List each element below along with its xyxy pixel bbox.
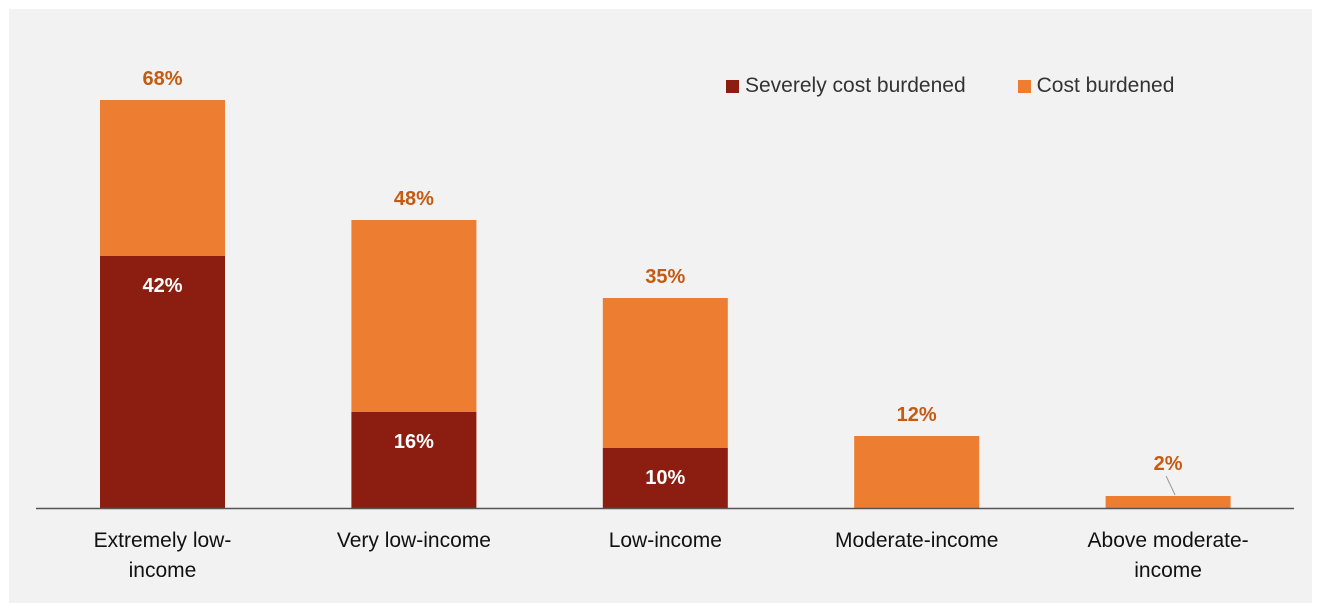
category-label: Extremely low- — [94, 529, 232, 552]
total-data-label: 12% — [897, 404, 937, 426]
bar-segment-cost-burdened — [602, 298, 728, 448]
legend-swatch-cost-burdened — [1017, 79, 1031, 93]
total-data-label: 48% — [394, 188, 434, 210]
data-label-leader-line — [1165, 475, 1176, 496]
category-label: Moderate-income — [835, 529, 998, 552]
total-data-label: 68% — [142, 68, 182, 90]
category-label: Very low-income — [337, 529, 491, 552]
legend-swatch-severely-cost-burdened — [726, 79, 739, 93]
total-data-label: 2% — [1154, 453, 1183, 475]
bar-segment-severely-cost-burdened — [100, 256, 225, 508]
bar-segment-severely-cost-burdened — [351, 412, 477, 508]
bar-segment-severely-cost-burdened — [602, 448, 728, 508]
bar-segment-cost-burdened — [351, 220, 477, 412]
bar-segment-cost-burdened — [1105, 496, 1231, 508]
bar-segment-cost-burdened — [100, 100, 225, 256]
legend: Severely cost burdened Cost burdened — [726, 74, 1174, 98]
legend-item-cost-burdened: Cost burdened — [1017, 74, 1175, 98]
category-label: Low-income — [609, 529, 722, 552]
category-label: income — [129, 559, 197, 582]
category-label: Above moderate- — [1088, 529, 1249, 552]
legend-label-cost-burdened: Cost burdened — [1036, 74, 1175, 97]
bar-inner-label: 42% — [142, 275, 182, 297]
bar-inner-label: 10% — [645, 467, 685, 489]
category-label: income — [1134, 559, 1202, 582]
bar-inner-label: 16% — [394, 431, 434, 453]
total-data-label: 35% — [645, 266, 685, 288]
bar-segment-cost-burdened — [854, 436, 980, 508]
legend-label-severely-cost-burdened: Severely cost burdened — [745, 74, 966, 97]
legend-item-severely-cost-burdened: Severely cost burdened — [726, 74, 966, 98]
